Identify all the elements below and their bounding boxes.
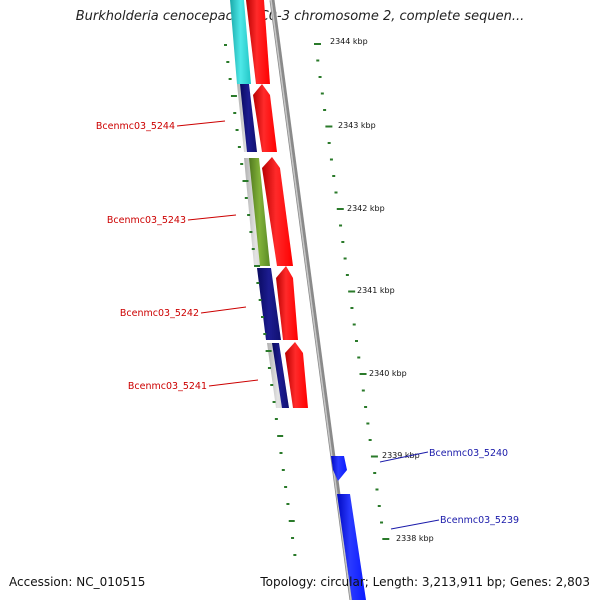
gene-label: Bcenmc03_5242 — [120, 308, 199, 319]
ruler-label: 2342 kbp — [347, 204, 385, 213]
navy-feature — [272, 343, 289, 408]
ruler-label: 2344 kbp — [330, 37, 368, 46]
ruler-label: 2338 kbp — [396, 534, 434, 543]
olive-feature — [249, 158, 270, 266]
cyan-feature — [230, 0, 251, 84]
ruler-label: 2341 kbp — [357, 286, 395, 295]
cds-arrow — [253, 84, 277, 152]
forward-cds-track — [331, 456, 366, 600]
ruler-label: 2339 kbp — [382, 451, 420, 460]
map-title: Burkholderia cenocepacia MC0-3 chromosom… — [75, 9, 525, 24]
gene-label: Bcenmc03_5240 — [429, 448, 508, 459]
gene-label: Bcenmc03_5241 — [128, 381, 207, 392]
navy-feature — [257, 268, 281, 340]
ruler-label: 2340 kbp — [369, 369, 407, 378]
summary-text: Topology: circular; Length: 3,213,911 bp… — [260, 575, 590, 589]
ruler-label: 2343 kbp — [338, 121, 376, 130]
gene-label: Bcenmc03_5239 — [440, 515, 519, 526]
cds-arrow — [246, 0, 270, 84]
outer-ruler — [314, 43, 390, 540]
cds-arrow — [331, 456, 347, 481]
reverse-track — [230, 0, 289, 408]
cds-arrow — [262, 157, 293, 266]
cds-arrow — [276, 266, 298, 340]
navy-feature — [240, 84, 257, 152]
label-leaders — [176, 120, 440, 530]
gene-label: Bcenmc03_5244 — [96, 121, 175, 132]
cds-arrow — [337, 494, 366, 600]
accession-text: Accession: NC_010515 — [9, 575, 146, 589]
inner-ticks — [224, 44, 297, 556]
gene-label: Bcenmc03_5243 — [107, 215, 186, 226]
cds-arrow — [285, 342, 308, 408]
reverse-cds-track — [246, 0, 308, 408]
